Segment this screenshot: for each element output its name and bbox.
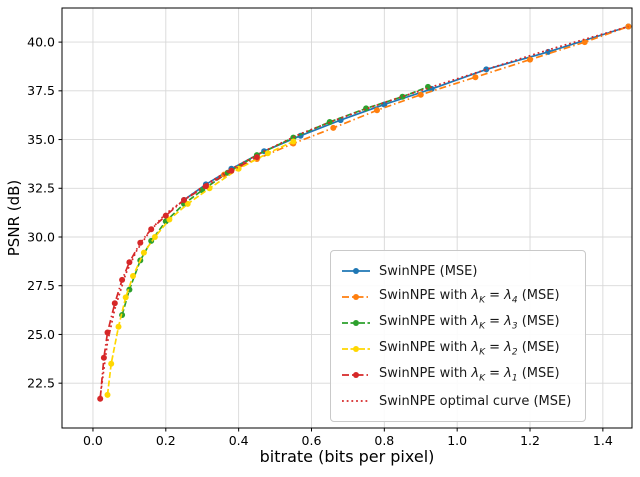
series-5: [99, 25, 629, 397]
x-tick-label: 0.6: [302, 433, 322, 448]
data-point: [264, 150, 271, 157]
legend: SwinNPE (MSE) SwinNPE with λK = λ4 (MSE) S…: [330, 250, 587, 422]
x-tick-label: 0.8: [374, 433, 394, 448]
legend-entry: SwinNPE with λK = λ1 (MSE): [341, 362, 571, 388]
data-point: [122, 294, 129, 301]
data-point: [126, 259, 133, 266]
data-point: [228, 167, 235, 174]
legend-label: SwinNPE with λK = λ1 (MSE): [379, 366, 560, 384]
x-tick-label: 0.0: [83, 433, 103, 448]
x-tick-label: 1.2: [520, 433, 540, 448]
legend-entry: SwinNPE optimal curve (MSE): [341, 388, 571, 414]
data-point: [330, 124, 337, 131]
y-tick-label: 25.0: [27, 327, 55, 342]
series-line: [106, 140, 294, 396]
data-point: [111, 300, 118, 307]
series-line: [121, 86, 429, 316]
legend-line-sample: [342, 400, 370, 402]
y-axis-label: PSNR (dB): [5, 179, 23, 257]
legend-line-sample: [342, 320, 370, 326]
y-tick-label: 32.5: [27, 181, 55, 196]
data-point: [108, 360, 115, 367]
data-point: [527, 56, 533, 63]
legend-label: SwinNPE optimal curve (MSE): [379, 393, 572, 409]
x-tick-label: 1.0: [447, 433, 467, 448]
data-point: [483, 66, 490, 73]
legend-line-sample: [342, 372, 370, 378]
legend-entry: SwinNPE with λK = λ2 (MSE): [341, 336, 571, 362]
legend-entry: SwinNPE with λK = λ3 (MSE): [341, 310, 571, 336]
legend-entry: SwinNPE (MSE): [341, 258, 571, 284]
data-point: [130, 273, 136, 279]
data-point: [290, 138, 297, 145]
data-point: [253, 154, 260, 161]
series-1: [221, 23, 632, 178]
data-point: [326, 119, 333, 125]
ticks: 0.0 0.2 0.4 0.6 0.8 1.0 1.2 1.4 22.5 25.0 27.5 30.0…: [27, 34, 613, 448]
series-4: [97, 154, 260, 402]
legend-label: SwinNPE with λK = λ2 (MSE): [379, 340, 560, 358]
series-0: [181, 23, 632, 203]
series-line: [99, 25, 629, 397]
x-tick-label: 0.4: [229, 433, 249, 448]
data-point: [581, 39, 588, 46]
series-line: [183, 25, 629, 201]
x-axis-label: bitrate (bits per pixel): [259, 447, 435, 466]
y-tick-label: 30.0: [27, 229, 55, 244]
data-point: [104, 391, 111, 398]
data-point: [166, 216, 173, 223]
y-tick-label: 40.0: [27, 34, 55, 49]
legend-line-sample: [342, 346, 370, 352]
data-point: [97, 395, 104, 402]
data-point: [472, 74, 479, 81]
data-point: [137, 239, 144, 246]
series-line: [223, 25, 629, 176]
y-tick-label: 22.5: [27, 375, 55, 390]
legend-entry: SwinNPE with λK = λ4 (MSE): [341, 284, 571, 310]
y-tick-label: 37.5: [27, 83, 55, 98]
legend-label: SwinNPE with λK = λ4 (MSE): [379, 288, 560, 306]
x-tick-label: 1.4: [593, 433, 613, 448]
data-point: [417, 91, 424, 98]
data-point: [374, 107, 380, 114]
y-tick-label: 27.5: [27, 278, 55, 293]
series: [97, 23, 632, 402]
data-point: [119, 276, 126, 283]
data-point: [104, 329, 111, 336]
data-point: [202, 183, 209, 190]
legend-line-sample: [342, 268, 370, 274]
data-point: [115, 323, 122, 330]
y-tick-label: 35.0: [27, 132, 55, 147]
data-point: [100, 354, 107, 361]
series-3: [104, 138, 297, 398]
data-point: [151, 234, 158, 240]
legend-line-sample: [342, 294, 370, 300]
legend-label: SwinNPE with λK = λ3 (MSE): [379, 314, 560, 332]
data-point: [140, 249, 147, 256]
x-tick-label: 0.2: [156, 433, 176, 448]
plot-border: [61, 7, 633, 429]
data-point: [184, 200, 191, 207]
legend-label: SwinNPE (MSE): [379, 263, 478, 279]
